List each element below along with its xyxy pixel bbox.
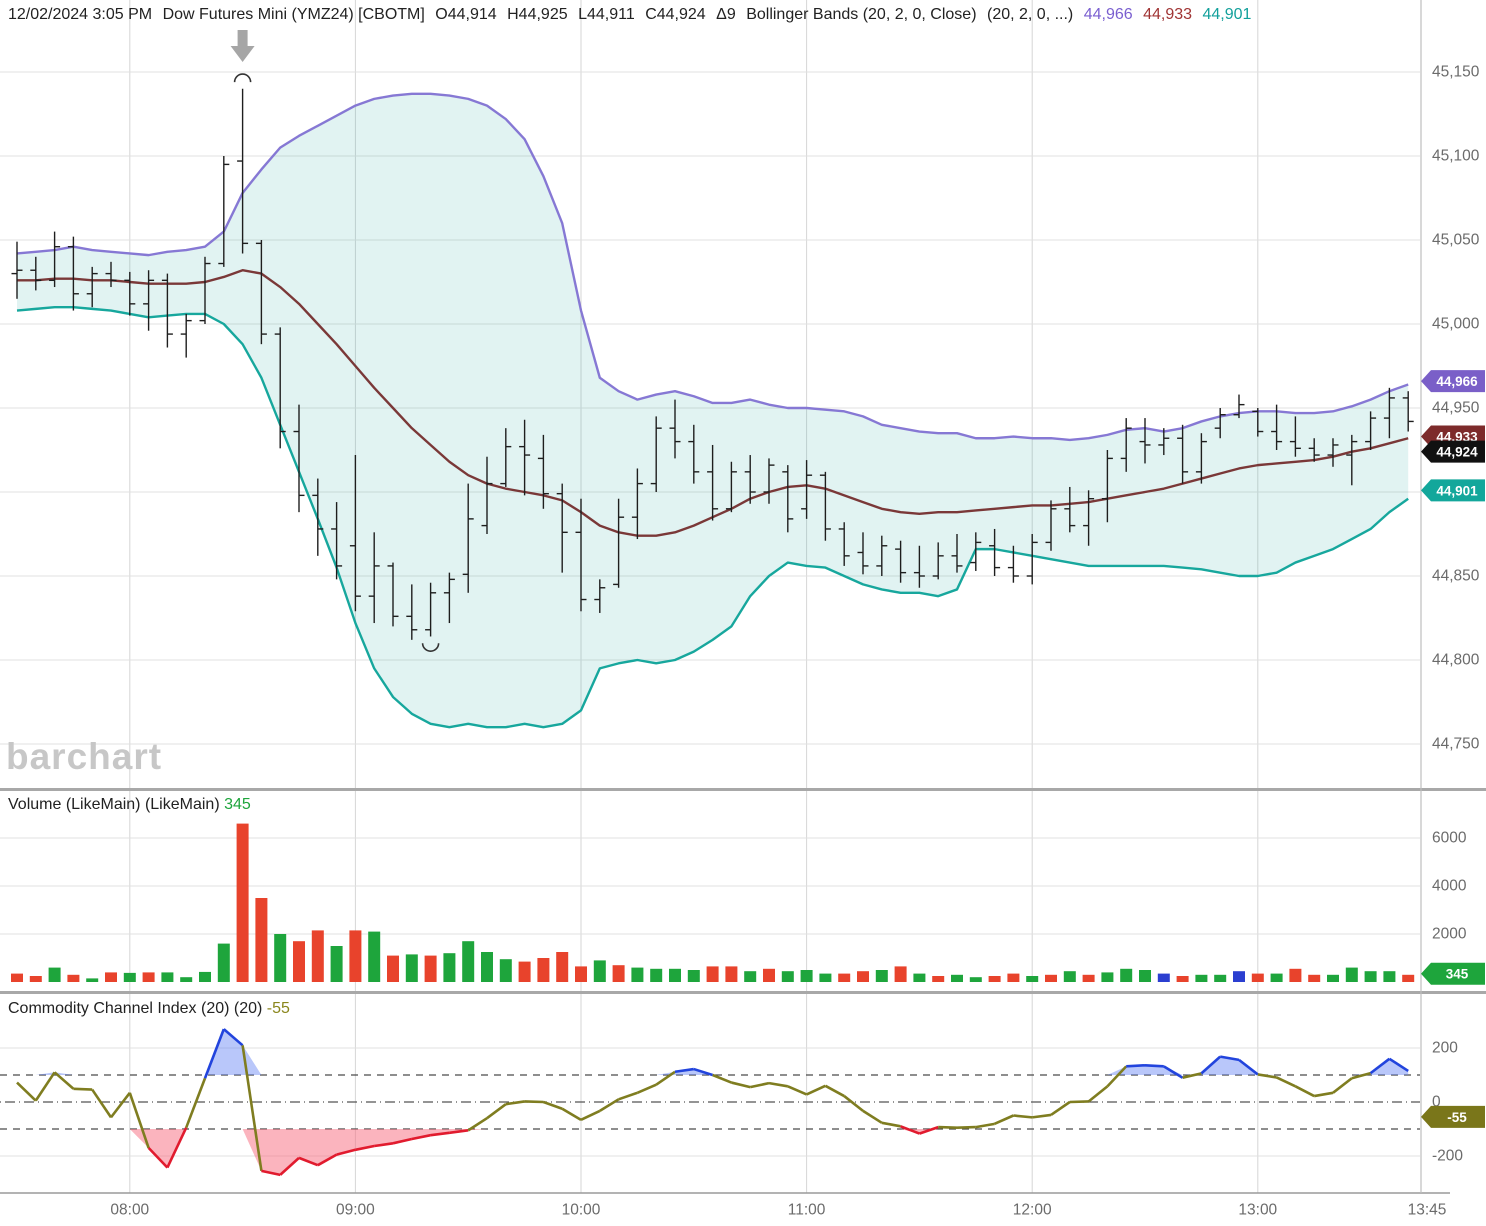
annotations (230, 30, 440, 652)
barchart-logo: barchart (6, 736, 163, 777)
svg-text:44,800: 44,800 (1432, 652, 1480, 669)
cci-line (16, 1028, 1409, 1177)
volume-study-name: Volume (LikeMain) (8, 796, 141, 813)
price-bars (11, 88, 1414, 640)
header-open: O44,914 (435, 6, 497, 23)
volume-bars (11, 823, 1415, 982)
cci-study-name: Commodity Channel Index (20) (8, 1000, 230, 1017)
header-datetime: 12/02/2024 3:05 PM (8, 6, 153, 23)
volume-study-params: (LikeMain) (144, 796, 220, 813)
main-axis-labels: 45,150 45,100 45,050 45,000 44,950 44,850 44,8… (1432, 64, 1480, 753)
x-axis-labels: 08:00 09:00 10:00 11:00 12:00 13:45 13:00 (110, 1202, 1446, 1219)
svg-text:44,950: 44,950 (1432, 400, 1480, 417)
bollinger-bands (16, 92, 1409, 729)
svg-text:6000: 6000 (1432, 830, 1467, 847)
svg-text:09:00: 09:00 (336, 1202, 375, 1219)
cci-current-value: -55 (266, 1000, 290, 1017)
panel-separators (0, 0, 1486, 1194)
header-study: Bollinger Bands (20, 2, 0, Close) (746, 6, 977, 23)
header-high: H44,925 (507, 6, 568, 23)
header-close: C44,924 (645, 6, 706, 23)
svg-text:44,901: 44,901 (1436, 483, 1478, 498)
svg-text:-55: -55 (1447, 1110, 1467, 1125)
svg-text:45,150: 45,150 (1432, 64, 1480, 81)
svg-text:2000: 2000 (1432, 926, 1467, 943)
cci-fills (17, 1029, 1409, 1175)
header-bb-middle-value: 44,933 (1143, 6, 1193, 23)
main-gridlines (0, 71, 1420, 745)
svg-text:-200: -200 (1432, 1148, 1463, 1165)
cci-study-params: (20) (233, 1000, 263, 1017)
svg-text:12:00: 12:00 (1013, 1202, 1052, 1219)
cci-gridlines: 200 0 -200 (0, 1040, 1463, 1165)
header-delta: Δ9 (716, 6, 736, 23)
down-arrow-icon (230, 30, 255, 62)
svg-text:11:00: 11:00 (788, 1202, 826, 1219)
header-bb-upper-value: 44,966 (1083, 6, 1133, 23)
header-symbol: Dow Futures Mini (YMZ24) [CBOTM] (162, 6, 425, 23)
svg-text:44,966: 44,966 (1436, 374, 1478, 389)
volume-panel-title: Volume (LikeMain) (LikeMain) 345 (8, 796, 251, 814)
svg-text:13:00: 13:00 (1238, 1202, 1277, 1219)
svg-text:44,850: 44,850 (1432, 568, 1480, 585)
svg-text:0: 0 (1432, 1094, 1441, 1111)
chart-header: 12/02/2024 3:05 PM Dow Futures Mini (YMZ… (8, 6, 1257, 24)
svg-text:44,750: 44,750 (1432, 736, 1480, 753)
svg-text:45,100: 45,100 (1432, 148, 1480, 165)
volume-current-value: 345 (224, 796, 251, 813)
header-bb-lower-value: 44,901 (1202, 6, 1252, 23)
svg-text:200: 200 (1432, 1040, 1458, 1057)
svg-text:10:00: 10:00 (562, 1202, 601, 1219)
svg-text:44,924: 44,924 (1436, 445, 1478, 460)
svg-text:45,050: 45,050 (1432, 232, 1480, 249)
svg-text:13:45: 13:45 (1408, 1202, 1447, 1219)
svg-text:45,000: 45,000 (1432, 316, 1480, 333)
svg-text:4000: 4000 (1432, 878, 1467, 895)
header-low: L44,911 (578, 6, 635, 23)
volume-gridlines: 6000 4000 2000 (0, 830, 1467, 943)
cci-panel-title: Commodity Channel Index (20) (20) -55 (8, 1000, 290, 1018)
svg-text:08:00: 08:00 (110, 1202, 149, 1219)
svg-text:345: 345 (1446, 967, 1469, 982)
header-study-params: (20, 2, 0, ...) (986, 6, 1074, 23)
